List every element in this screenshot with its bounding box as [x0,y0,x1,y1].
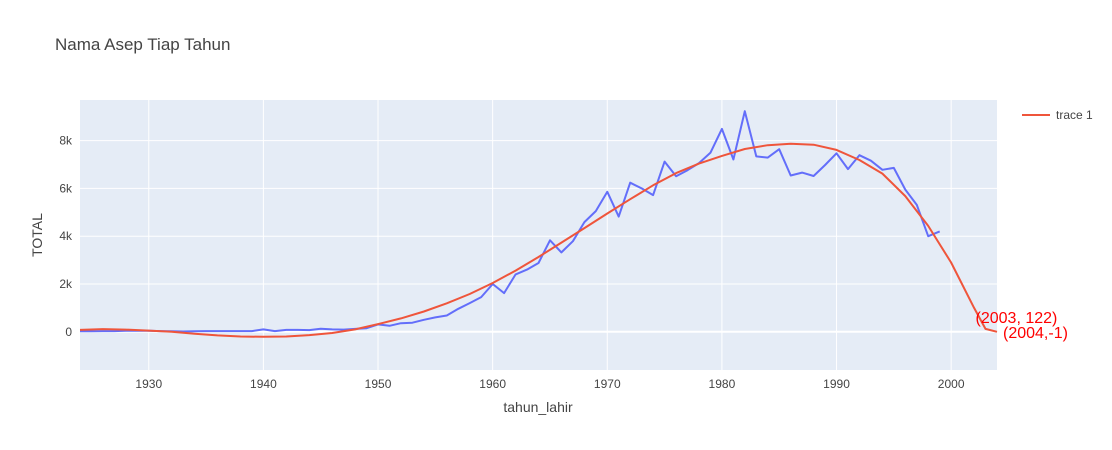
y-tick-label: 8k [59,134,73,148]
legend-label-trace-1: trace 1 [1056,108,1093,122]
x-axis-ticks: 1930 1940 1950 1960 1970 1980 1990 2000 [135,377,964,391]
annotations: (2003, 122)(2004,-1) [976,310,1068,342]
x-tick-label: 1990 [823,377,850,391]
x-tick-label: 1940 [250,377,277,391]
trace-1-line [79,142,998,338]
y-tick-label: 6k [59,181,73,195]
plot-area [80,100,997,370]
y-tick-label: 2k [59,277,73,291]
x-tick-label: 1950 [365,377,392,391]
x-tick-label: 1980 [709,377,736,391]
y-axis-title: TOTAL [29,213,45,257]
x-tick-label: 1930 [135,377,162,391]
y-tick-label: 4k [59,229,73,243]
x-tick-label: 1970 [594,377,621,391]
series-layer [79,110,998,338]
series-trace-1 [79,142,998,338]
annotation-label: (2004,-1) [1003,325,1068,342]
series-data [80,110,941,333]
y-tick-label: 0 [65,325,72,339]
x-tick-label: 1960 [479,377,506,391]
legend[interactable]: trace 1 [1022,108,1093,122]
y-axis-ticks: 0 2k 4k 6k 8k [59,134,73,339]
data-line [80,110,941,333]
chart-title: Nama Asep Tiap Tahun [55,35,230,54]
x-axis-title: tahun_lahir [503,399,573,415]
x-tick-label: 2000 [938,377,965,391]
annotation-label: (2003, 122) [976,310,1058,327]
